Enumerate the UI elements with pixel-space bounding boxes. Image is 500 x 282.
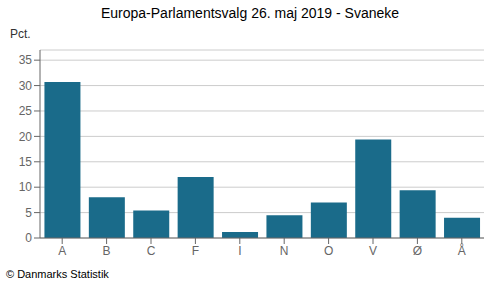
svg-text:O: O: [324, 244, 333, 258]
html-text:Europa-Parlamentsvalg 26. maj: Europa-Parlamentsvalg 26. maj 2019 - Sva…: [101, 5, 399, 21]
svg-text:10: 10: [19, 180, 33, 194]
svg-text:20: 20: [19, 130, 33, 144]
svg-text:35: 35: [19, 53, 33, 67]
svg-text:A: A: [58, 244, 66, 258]
html-text:© Danmarks Statistik: © Danmarks Statistik: [6, 268, 109, 280]
svg-text:25: 25: [19, 104, 33, 118]
svg-text:Ø: Ø: [413, 244, 422, 258]
svg-text:5: 5: [25, 206, 32, 220]
svg-text:30: 30: [19, 79, 33, 93]
svg-text:F: F: [192, 244, 199, 258]
html-text:Pct.: Pct.: [10, 27, 31, 41]
svg-text:I: I: [238, 244, 241, 258]
svg-text:N: N: [280, 244, 289, 258]
svg-text:C: C: [147, 244, 156, 258]
svg-text:V: V: [369, 244, 377, 258]
svg-text:15: 15: [19, 155, 33, 169]
svg-text:B: B: [103, 244, 111, 258]
svg-text:Å: Å: [458, 243, 466, 258]
svg-text:0: 0: [25, 231, 32, 245]
